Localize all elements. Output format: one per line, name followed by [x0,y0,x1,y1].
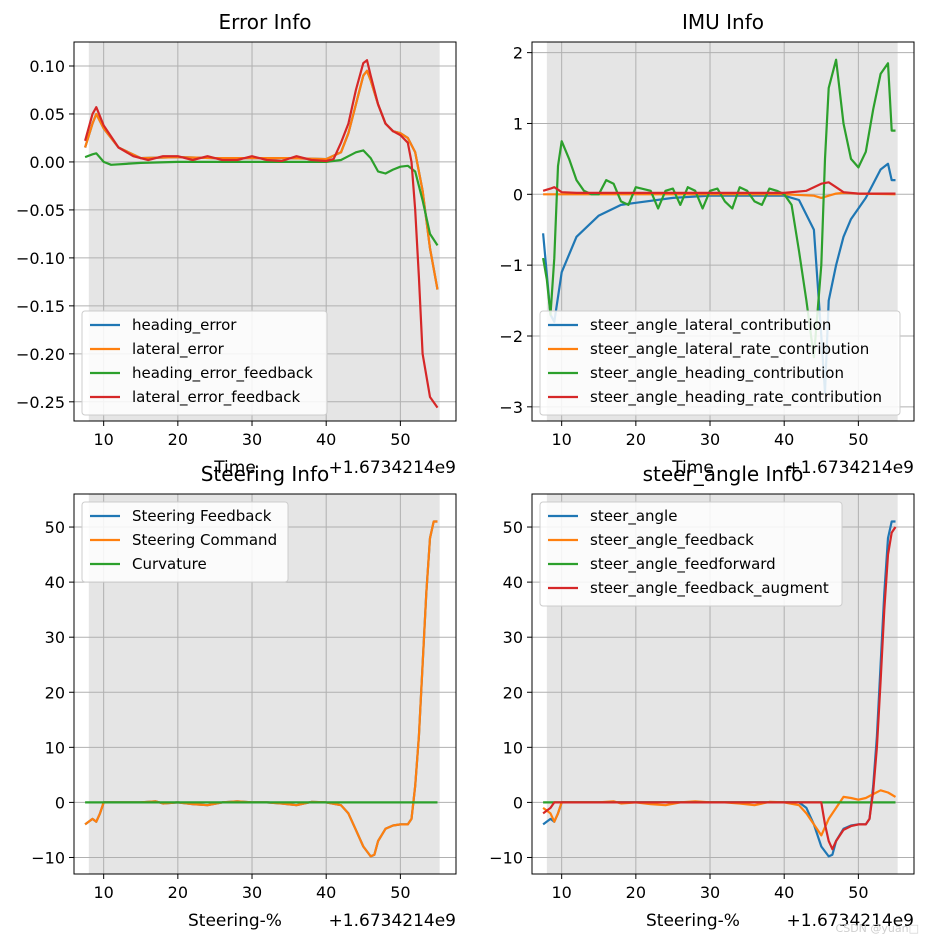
x-axis-label: Time [671,458,714,478]
chart-title: Error Info [219,10,312,34]
legend-label-steering-command: Steering Command [132,531,277,549]
y-tick-label: 30 [503,628,523,647]
y-tick-label: −0.15 [16,297,65,316]
x-tick-label: 20 [168,430,188,449]
chart-panel-steering-info: 10 20 30 40 50 50 40 30 20 10 0 −10 Steering Info Ste… [31,462,457,931]
x-tick-label: 30 [242,430,262,449]
x-tick-label: 40 [316,883,336,902]
x-tick-label: 30 [700,883,720,902]
legend-label-steering-feedback: Steering Feedback [132,507,272,525]
y-tick-label: 0.10 [29,57,65,76]
y-tick-label: 0 [513,793,523,812]
y-tick-label: 2 [513,44,523,63]
y-tick-label: 50 [503,518,523,537]
x-tick-label: 30 [242,883,262,902]
legend: steer_angle_lateral_contribution steer_an… [539,310,901,416]
x-tick-label: 50 [848,883,868,902]
x-tick-label: 10 [93,883,113,902]
y-tick-label: 40 [45,573,65,592]
legend-label-steer-angle-feedback-augment: steer_angle_feedback_augment [590,579,829,598]
y-tick-label: 50 [45,518,65,537]
y-tick-label: −10 [489,848,523,867]
x-offset-label: +1.6734214e9 [787,911,914,931]
y-tick-label: −0.05 [16,201,65,220]
legend-label-steer-angle-feedback: steer_angle_feedback [590,531,754,550]
chart-panel-error-info: 10 20 30 40 50 0.10 0.05 0.00 −0.05 −0.10 −0.15 −0.… [16,10,457,478]
y-tick-label: 0 [513,185,523,204]
legend-label-steer-angle: steer_angle [590,507,677,526]
x-tick-label: 20 [626,883,646,902]
x-tick-label: 20 [626,430,646,449]
y-tick-label: 10 [503,738,523,757]
series-line-heading-error-feedback [84,149,439,247]
legend-label-steer-angle-lateral-contribution: steer_angle_lateral_contribution [590,316,831,335]
y-tick-label: 0 [55,793,65,812]
series-line-steer-angle-heading-rate-contribution [542,181,896,195]
legend-box [81,310,328,416]
x-tick-label: 10 [551,430,571,449]
y-tick-label: 20 [45,683,65,702]
x-axis-label: Time [213,458,256,478]
legend: steer_angle steer_angle_feedback steer_ang… [539,501,843,607]
x-axis-label: Steering-% [646,911,740,931]
watermark: CSDN @yuan□ [835,922,919,935]
x-offset-label: +1.6734214e9 [329,911,456,931]
y-tick-label: 10 [45,738,65,757]
x-tick-label: 20 [168,883,188,902]
x-offset-label: +1.6734214e9 [329,458,456,478]
x-tick-label: 30 [700,430,720,449]
y-tick-label: 1 [513,114,523,133]
chart-panel-steer-angle-info: 10 20 30 40 50 50 40 30 20 10 0 −10 steer_angle Info… [489,462,915,931]
y-tick-label: −0.20 [16,345,65,364]
axes-frame [73,493,457,875]
legend: Steering Feedback Steering Command Curvatu… [81,501,289,583]
legend-box [81,501,289,583]
legend-box [539,310,901,416]
y-tick-label: −0.10 [16,249,65,268]
x-axis-label: Steering-% [188,911,282,931]
y-tick-label: 20 [503,683,523,702]
x-tick-label: 40 [316,430,336,449]
series-line-steer-angle-lateral-contribution [542,162,896,394]
y-tick-label: 0.05 [29,105,65,124]
chart-title: IMU Info [682,10,764,34]
y-tick-label: −3 [499,398,523,417]
legend-label-steer-angle-heading-rate-contribution: steer_angle_heading_rate_contribution [590,388,882,407]
chart-title: steer_angle Info [643,462,804,486]
legend-label-heading-error: heading_error [132,316,237,335]
axes-frame [73,41,457,422]
x-offset-label: +1.6734214e9 [787,458,914,478]
axes-frame [531,493,915,875]
y-tick-label: 30 [45,628,65,647]
y-tick-label: −0.25 [16,393,65,412]
legend-label-lateral-error: lateral_error [132,340,225,359]
legend-box [539,501,843,607]
legend-label-heading-error-feedback: heading_error_feedback [132,364,313,383]
x-tick-label: 50 [848,430,868,449]
legend-label-curvature: Curvature [132,555,207,573]
y-tick-label: −1 [499,256,523,275]
x-tick-label: 40 [774,883,794,902]
series-line-lateral-error-feedback [84,59,439,409]
x-tick-label: 40 [774,430,794,449]
legend-label-steer-angle-lateral-rate-contribution: steer_angle_lateral_rate_contribution [590,340,869,359]
legend: heading_error lateral_error heading_error_… [81,310,328,416]
legend-label-steer-angle-feedforward: steer_angle_feedforward [590,555,776,574]
y-tick-label: 40 [503,573,523,592]
x-tick-label: 50 [390,430,410,449]
x-tick-label: 10 [551,883,571,902]
axes-frame [531,41,915,422]
series-line-steer-angle-feedback-augment [542,526,897,851]
x-tick-label: 50 [390,883,410,902]
y-tick-label: 0.00 [29,153,65,172]
y-tick-label: −2 [499,327,523,346]
x-tick-label: 10 [93,430,113,449]
legend-label-lateral-error-feedback: lateral_error_feedback [132,388,301,407]
y-tick-label: −10 [31,848,65,867]
legend-label-steer-angle-heading-contribution: steer_angle_heading_contribution [590,364,844,383]
chart-title: Steering Info [201,462,330,486]
